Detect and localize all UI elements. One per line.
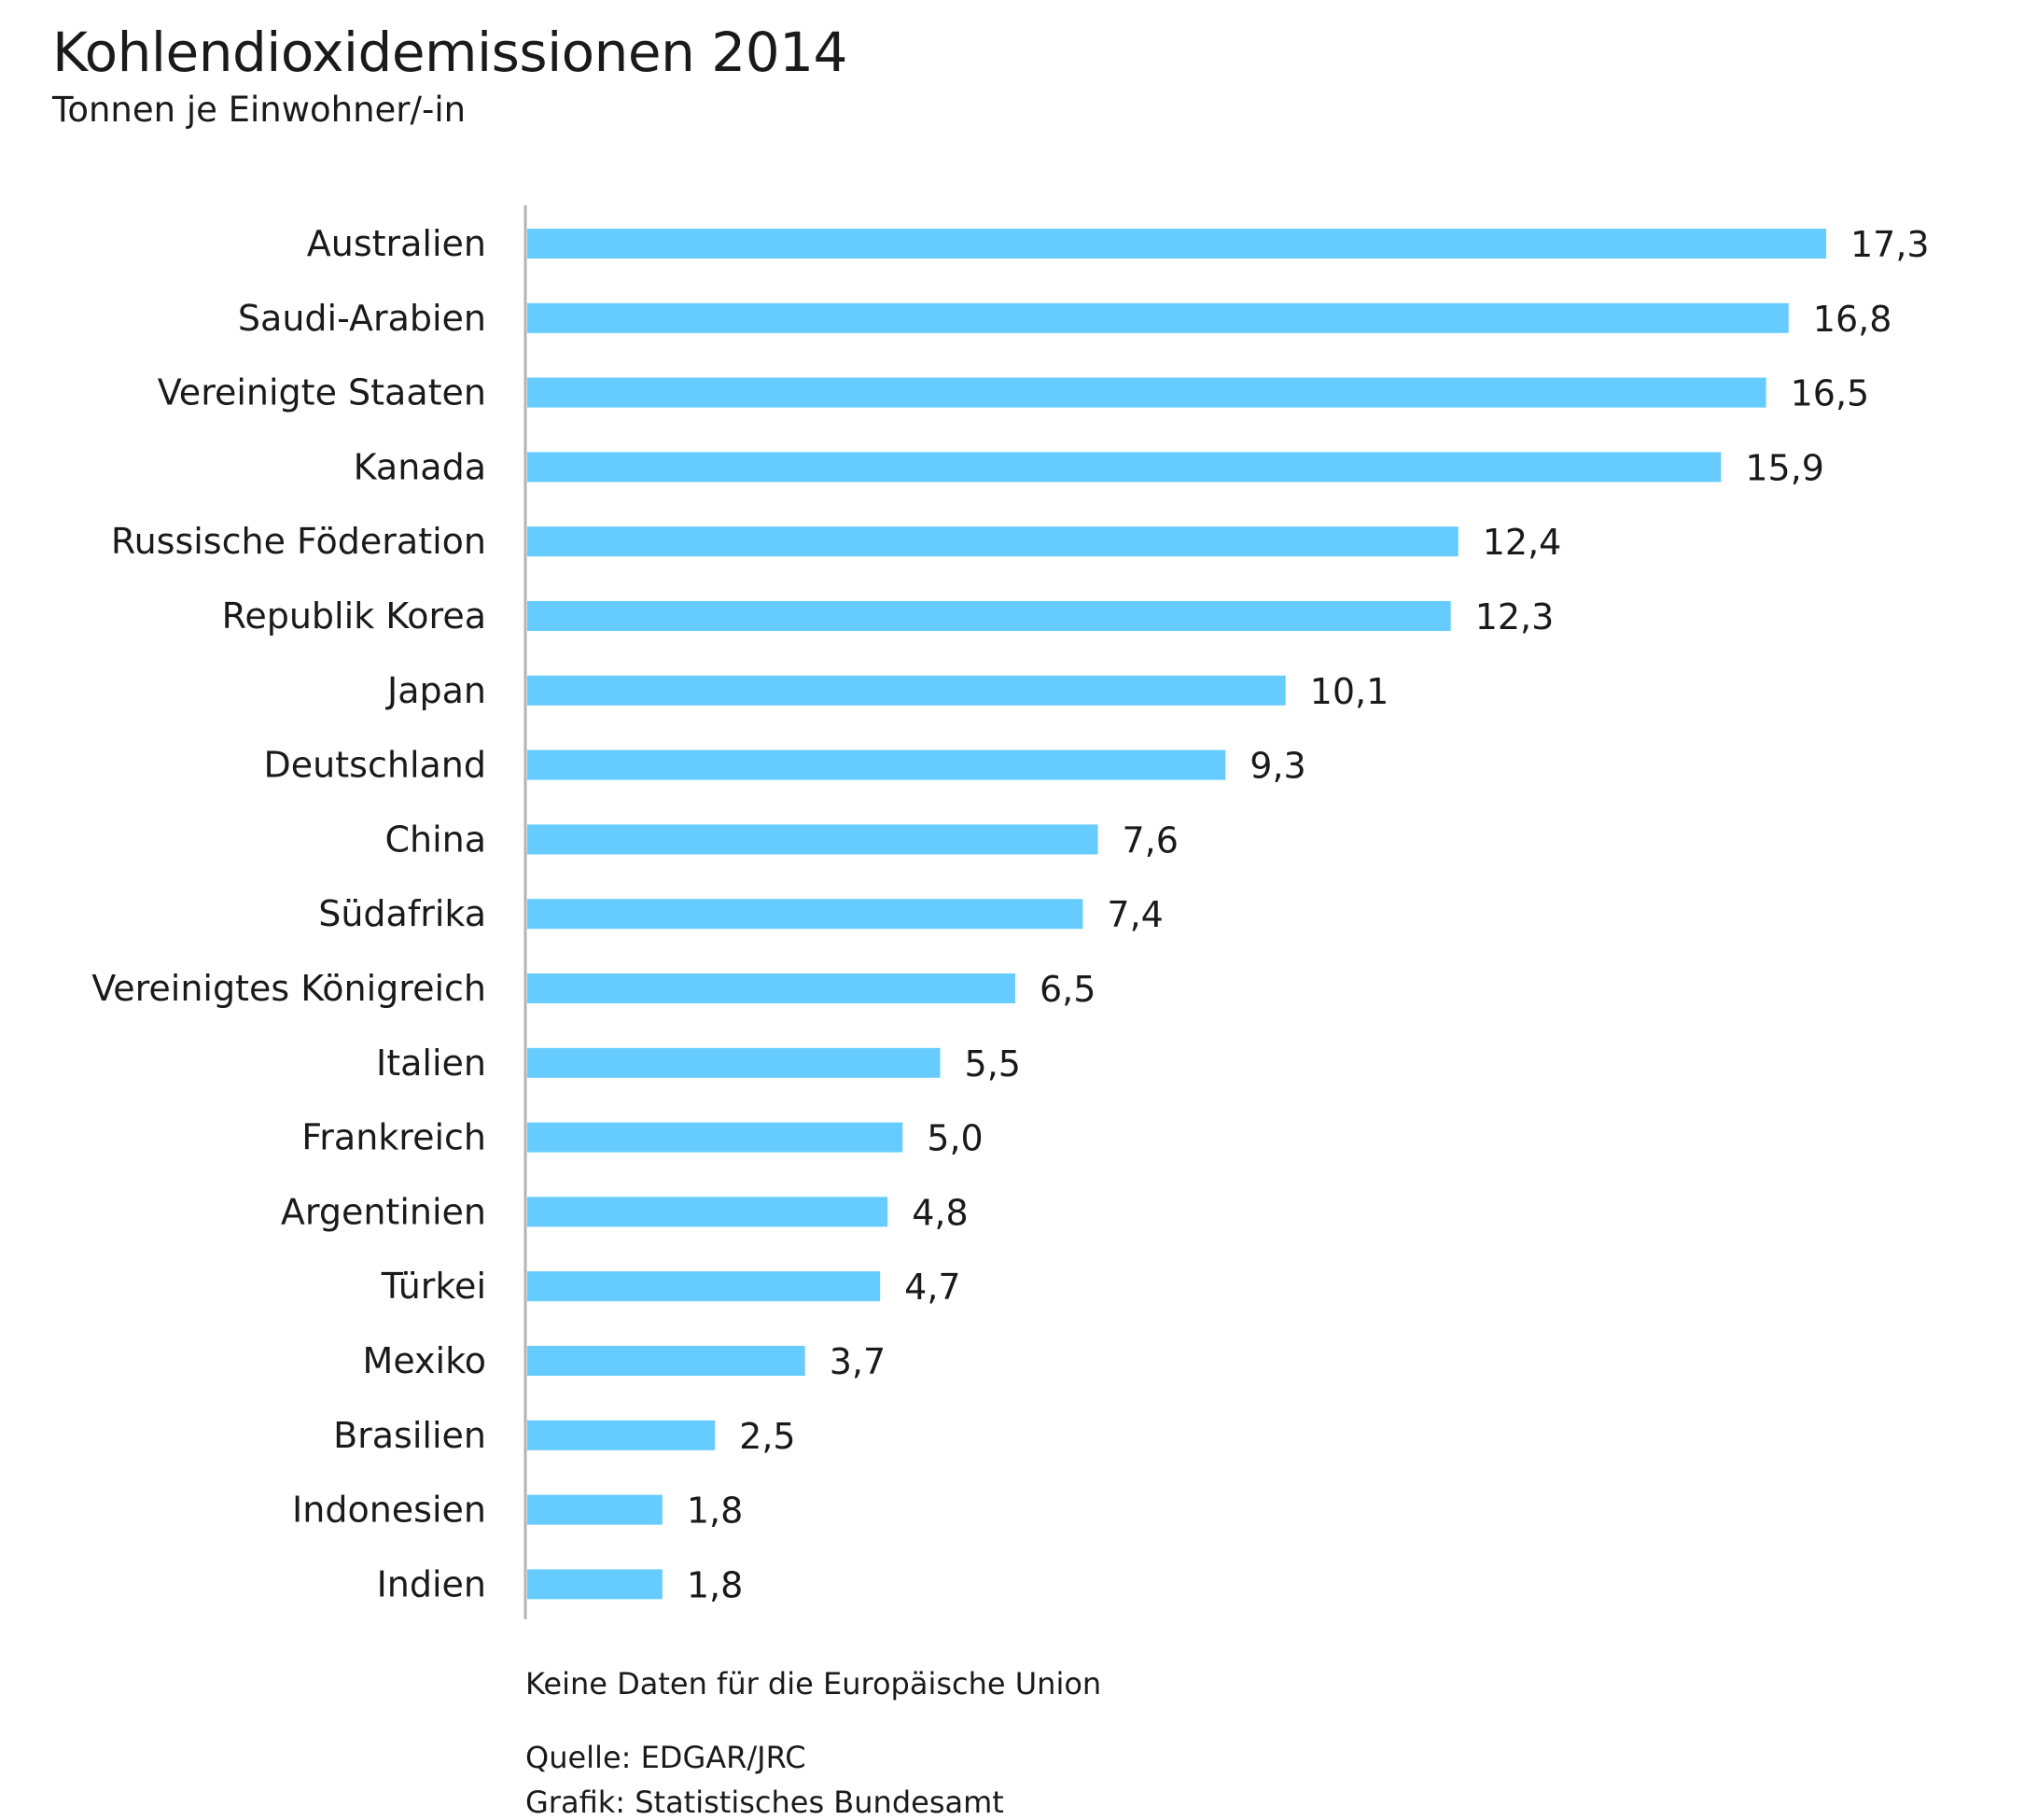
value-label: 5,5 [965,1043,1021,1085]
value-label: 4,8 [912,1192,968,1233]
bar [527,1494,663,1525]
value-label: 12,4 [1483,522,1562,563]
bar [527,601,1451,631]
bar [527,1420,716,1450]
category-label: Vereinigtes Königreich [91,968,486,1009]
category-label: Russische Föderation [111,521,486,562]
bar [527,675,1286,706]
bars-group: Australien 17,3 Saudi-Arabien 16,8 Vereinigt… [91,223,1929,1605]
category-label: Saudi-Arabien [238,298,486,339]
bar [527,973,1016,1003]
bar [527,1122,903,1153]
category-label: Frankreich [301,1117,486,1158]
value-label: 6,5 [1040,969,1096,1010]
bar [527,749,1226,780]
value-label: 7,4 [1107,894,1163,935]
bar [527,377,1766,408]
value-label: 7,6 [1123,819,1179,861]
category-label: China [384,819,486,860]
chart-title: Kohlendioxidemissionen 2014 [52,21,847,84]
bar [527,1197,888,1227]
bar [527,302,1789,333]
bar [527,526,1459,557]
category-label: Südafrika [318,893,486,934]
value-label: 10,1 [1310,671,1389,712]
category-label: Indonesien [292,1490,486,1531]
category-label: Mexiko [363,1340,486,1381]
value-label: 17,3 [1850,224,1930,265]
value-label: 4,7 [904,1267,960,1308]
bar [527,1047,941,1078]
bar [527,1346,805,1376]
value-label: 16,5 [1791,373,1870,414]
category-label: Vereinigte Staaten [158,372,486,413]
category-label: Japan [385,670,486,711]
value-label: 12,3 [1475,596,1555,637]
category-label: Deutschland [264,745,486,786]
value-label: 5,0 [927,1118,983,1159]
bar [527,1271,881,1302]
category-label: Australien [307,223,486,264]
bar [527,1569,663,1600]
source-note: Quelle: EDGAR/JRC [525,1740,806,1775]
chart-subtitle: Tonnen je Einwohner/-in [52,90,467,130]
category-label: Argentinien [281,1191,486,1232]
bar [527,452,1722,483]
bar-chart: Australien 17,3 Saudi-Arabien 16,8 Vereinigt… [91,205,1930,1619]
category-label: Italien [376,1043,486,1084]
value-label: 1,8 [687,1564,743,1605]
value-label: 1,8 [687,1491,743,1532]
bar [527,824,1098,855]
bar [527,229,1826,259]
value-label: 2,5 [739,1416,795,1457]
credit-note: Grafik: Statistisches Bundesamt [525,1785,1004,1820]
category-label: Republik Korea [222,595,486,637]
category-label: Indien [377,1563,486,1604]
value-label: 3,7 [830,1341,886,1382]
value-label: 16,8 [1813,299,1892,340]
footnote-no-data: Keine Daten für die Europäische Union [525,1666,1102,1701]
category-label: Türkei [381,1266,486,1307]
category-label: Kanada [354,446,486,487]
category-label: Brasilien [333,1415,486,1456]
value-label: 9,3 [1249,746,1305,787]
bar [527,899,1083,930]
value-label: 15,9 [1745,447,1824,488]
